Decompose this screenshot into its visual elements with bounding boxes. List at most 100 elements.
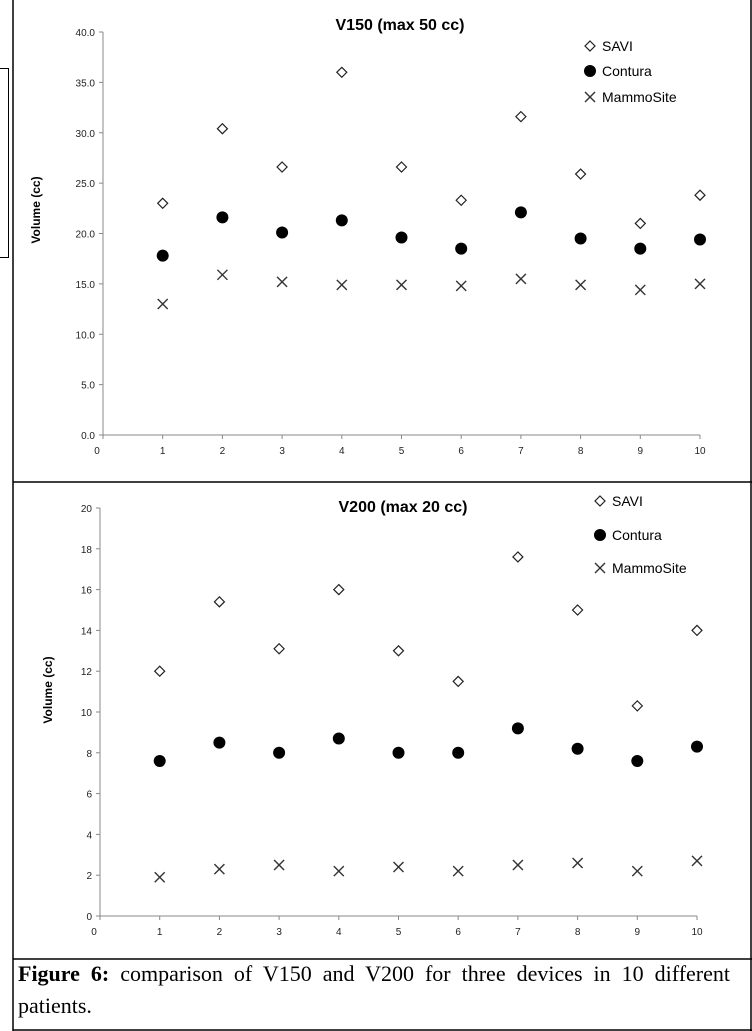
chart2-y-tick-label: 20	[81, 504, 93, 515]
chart2-point-savi	[273, 642, 285, 655]
chart2-x-tick-label: 9	[635, 927, 641, 938]
chart1-point-mammosite	[336, 279, 348, 291]
chart2-legend-label-contura: Contura	[612, 527, 662, 543]
chart1-x-tick-label: 0	[94, 446, 100, 457]
chart1-point-mammosite	[396, 279, 407, 291]
chart2-series-savi	[153, 551, 703, 712]
chart1-point-contura	[156, 249, 169, 262]
chart1-y-tick-label: 10.0	[76, 330, 96, 341]
chart1-point-savi	[515, 110, 527, 123]
chart1-y-tick-label: 40.0	[76, 28, 96, 39]
chart2-point-mammosite-stroke-b	[273, 859, 285, 871]
chart2-x-tick-label: 3	[276, 927, 282, 938]
chart1-series-contura	[156, 206, 706, 262]
chart1-point-contura	[634, 242, 647, 255]
chart1-legend-marker-mammosite	[584, 91, 596, 103]
chart1-point-mammosite-stroke-b	[634, 284, 646, 296]
chart1-legend-label-contura: Contura	[602, 63, 652, 79]
chart2-y-tick-label: 8	[86, 749, 92, 760]
chart1-point-contura	[395, 231, 408, 244]
chart1-y-tick-label: 0.0	[81, 431, 95, 442]
chart2-point-contura	[153, 754, 166, 767]
chart1-x-tick-label: 5	[399, 446, 405, 457]
chart2-point-mammosite-stroke-b	[154, 871, 166, 883]
chart2-x-tick-label: 7	[515, 927, 521, 938]
chart2-legend-marker-contura	[594, 529, 606, 541]
chart2-point-savi	[691, 624, 703, 637]
chart1-point-mammosite-stroke-b	[694, 278, 706, 290]
chart1-point-mammosite	[515, 273, 527, 285]
chart1-point-mammosite	[634, 284, 646, 296]
chart1-point-savi	[395, 161, 408, 173]
figure-caption: Figure 6: comparison of V150 and V200 fo…	[18, 958, 730, 1022]
chart1-point-mammosite	[157, 298, 169, 310]
chart1-legend-marker-savi	[584, 40, 596, 52]
chart1-point-savi	[335, 66, 348, 79]
chart1-legend-marker-mammosite-stroke-b	[584, 91, 596, 103]
chart2-y-tick-label: 10	[81, 708, 93, 719]
chart1-series-savi	[156, 66, 706, 230]
chart1-point-mammosite-stroke-b	[515, 273, 527, 285]
chart2-y-tick-label: 16	[81, 586, 93, 597]
chart1-x-tick-label: 6	[458, 446, 464, 457]
chart2-x-tick-label: 1	[157, 927, 163, 938]
chart2-point-savi	[452, 675, 465, 688]
chart2-series-mammosite	[154, 855, 703, 883]
chart2-point-mammosite	[273, 859, 285, 871]
chart1-x-tick-label: 4	[339, 446, 345, 457]
chart2-y-tick-label: 12	[81, 667, 93, 678]
chart2-point-mammosite	[333, 865, 345, 877]
chart2-x-tick-label: 10	[691, 927, 703, 938]
chart1-point-contura	[514, 206, 527, 219]
chart1-point-mammosite	[455, 280, 467, 292]
chart2-point-mammosite	[691, 855, 703, 867]
chart1-point-contura	[574, 232, 587, 245]
chart1-title: V150 (max 50 cc)	[336, 17, 465, 34]
chart2-y-tick-label: 0	[86, 912, 92, 923]
chart1-point-contura	[216, 211, 229, 224]
chart1-point-mammosite-stroke-b	[575, 279, 587, 291]
chart1-point-savi	[574, 168, 587, 180]
chart2-y-tick-label: 14	[81, 626, 93, 637]
chart2-legend-label-mammosite: MammoSite	[612, 560, 687, 576]
chart2-y-tick-label: 4	[86, 830, 92, 841]
chart2-point-mammosite	[213, 863, 225, 875]
chart2-point-mammosite-stroke-b	[452, 865, 464, 877]
chart2-title: V200 (max 20 cc)	[339, 499, 468, 516]
chart2-series-contura	[153, 722, 703, 767]
chart2-point-contura	[273, 746, 286, 759]
chart2-point-contura	[332, 732, 345, 745]
chart1-point-savi	[634, 217, 647, 230]
chart2-point-mammosite	[154, 871, 166, 883]
chart1-x-tick-label: 8	[578, 446, 584, 457]
chart1-point-mammosite	[694, 278, 706, 290]
chart2-x-tick-label: 5	[396, 927, 402, 938]
chart1-point-contura	[694, 233, 706, 246]
chart1-x-tick-label: 1	[160, 446, 166, 457]
chart1-point-contura	[455, 242, 468, 255]
chart1-y-tick-label: 25.0	[76, 179, 96, 190]
chart1-y-axis-label: Volume (cc)	[29, 176, 43, 243]
chart1-point-contura	[335, 214, 348, 227]
chart2-x-tick-label: 2	[217, 927, 223, 938]
chart1-point-savi	[694, 189, 706, 202]
chart2-point-mammosite-stroke-b	[631, 865, 643, 877]
chart1-point-mammosite	[216, 269, 228, 281]
chart1-y-tick-label: 20.0	[76, 230, 96, 241]
chart2-point-savi	[631, 700, 644, 712]
chart1-point-mammosite-stroke-b	[157, 298, 169, 310]
chart2-point-mammosite	[512, 859, 524, 871]
caption-label: Figure 6:	[18, 961, 110, 986]
chart2-point-savi	[332, 583, 345, 596]
chart2-legend-marker-mammosite	[594, 562, 606, 574]
chart2-point-mammosite	[572, 857, 584, 869]
chart1-legend-label-savi: SAVI	[602, 38, 633, 54]
chart1-point-mammosite	[276, 276, 288, 288]
chart2-point-savi	[153, 665, 166, 678]
chart2-point-mammosite-stroke-b	[691, 855, 703, 867]
chart1-legend-label-mammosite: MammoSite	[602, 89, 677, 105]
chart2-y-tick-label: 18	[81, 545, 93, 556]
left-bracket-decoration	[0, 68, 9, 258]
